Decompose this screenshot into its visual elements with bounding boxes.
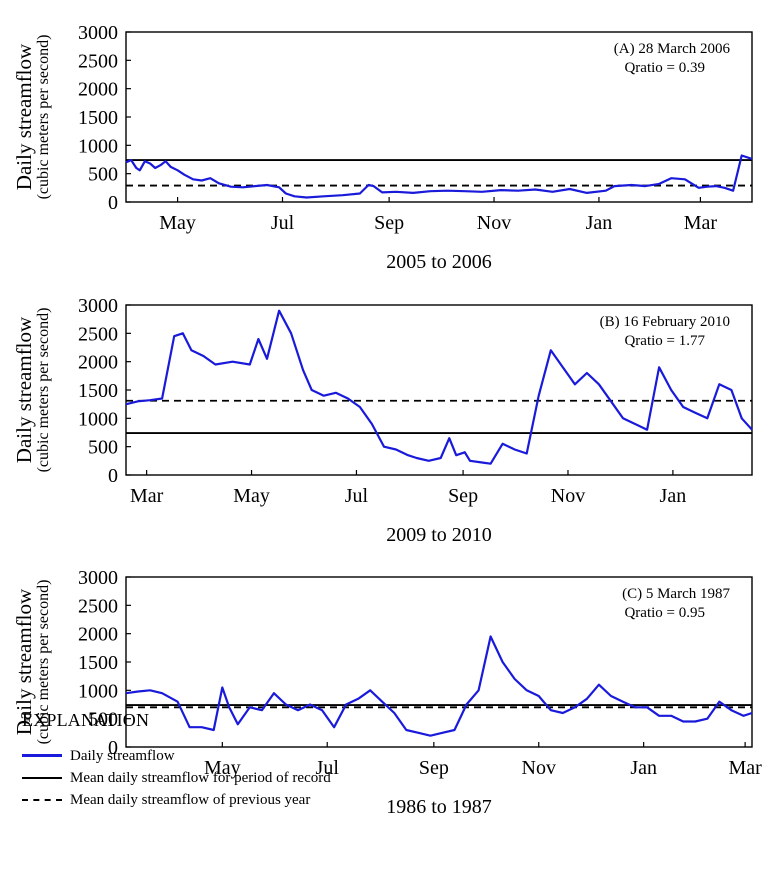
y-tick-label: 2500 bbox=[78, 595, 118, 617]
legend-item-daily-streamflow: Daily streamflow bbox=[22, 745, 442, 767]
x-tick-label: Jul bbox=[271, 212, 295, 234]
y-tick-label: 500 bbox=[88, 164, 118, 186]
x-tick-label: May bbox=[233, 485, 270, 507]
y-tick-label: 0 bbox=[108, 465, 118, 487]
y-tick-label: 1500 bbox=[78, 652, 118, 674]
y-tick-label: 1000 bbox=[78, 135, 118, 157]
y-tick-label: 3000 bbox=[78, 295, 118, 317]
legend-label-mean-period: Mean daily streamflow for period of reco… bbox=[70, 769, 331, 786]
panel-annotation-qratio: Qratio = 0.39 bbox=[624, 60, 705, 76]
panel-annotation-qratio: Qratio = 0.95 bbox=[624, 605, 705, 621]
y-tick-label: 1500 bbox=[78, 380, 118, 402]
legend-swatch-mean-period bbox=[22, 773, 62, 783]
panel-annotation-date: (A) 28 March 2006 bbox=[614, 41, 731, 57]
y-axis-sublabel: (cubic meters per second) bbox=[35, 35, 52, 200]
y-tick-label: 1500 bbox=[78, 107, 118, 129]
y-tick-label: 2500 bbox=[78, 323, 118, 345]
x-tick-label: May bbox=[159, 212, 196, 234]
daily-streamflow-series bbox=[125, 154, 753, 199]
y-tick-label: 0 bbox=[108, 737, 118, 759]
x-tick-label: Mar bbox=[684, 212, 718, 234]
x-tick-label: Jan bbox=[660, 485, 687, 507]
x-tick-label: Jan bbox=[630, 757, 657, 779]
legend-label-daily-streamflow: Daily streamflow bbox=[70, 747, 175, 764]
y-tick-label: 2000 bbox=[78, 79, 118, 101]
x-tick-label: Sep bbox=[419, 757, 449, 779]
legend-item-mean-period: Mean daily streamflow for period of reco… bbox=[22, 767, 442, 789]
x-axis-period-label: 1986 to 1987 bbox=[386, 796, 492, 818]
daily-streamflow-series bbox=[125, 309, 753, 465]
x-tick-label: Jan bbox=[586, 212, 613, 234]
x-tick-label: Nov bbox=[551, 485, 585, 507]
y-axis-label: Daily streamflow bbox=[12, 43, 36, 190]
panel-annotation-date: (C) 5 March 1987 bbox=[622, 586, 730, 602]
y-tick-label: 3000 bbox=[78, 22, 118, 44]
x-tick-label: Mar bbox=[728, 757, 762, 779]
x-axis-period-label: 2005 to 2006 bbox=[386, 251, 492, 273]
daily-streamflow-series bbox=[125, 635, 753, 737]
y-tick-label: 500 bbox=[88, 437, 118, 459]
x-tick-label: Sep bbox=[448, 485, 478, 507]
y-axis-sublabel: (cubic meters per second) bbox=[35, 308, 52, 473]
y-tick-label: 2000 bbox=[78, 352, 118, 374]
chart-panel-b: 0 500 1000 1500 2000 2500 3000 Mar May Jul Sep Nov J… bbox=[12, 295, 753, 546]
y-tick-label: 500 bbox=[88, 709, 118, 731]
y-tick-label: 1000 bbox=[78, 408, 118, 430]
legend-label-mean-previous-year: Mean daily streamflow of previous year bbox=[70, 791, 311, 808]
y-axis-sublabel: (cubic meters per second) bbox=[35, 580, 52, 745]
x-tick-label: Mar bbox=[130, 485, 164, 507]
y-tick-label: 3000 bbox=[78, 567, 118, 589]
x-tick-label: Jul bbox=[316, 757, 340, 779]
plot-frame bbox=[125, 304, 753, 476]
x-tick-label: Nov bbox=[522, 757, 556, 779]
x-tick-label: May bbox=[204, 757, 241, 779]
chart-panel-a: 0 500 1000 1500 2000 2500 3000 May Jul Sep Nov Jan M… bbox=[12, 22, 753, 273]
legend-item-mean-previous-year: Mean daily streamflow of previous year bbox=[22, 789, 442, 811]
y-axis-label: Daily streamflow bbox=[12, 588, 36, 735]
y-axis-label: Daily streamflow bbox=[12, 316, 36, 463]
panel-annotation-date: (B) 16 February 2010 bbox=[600, 314, 730, 330]
explanation-legend: EXPLANATION Daily streamflow Mean daily … bbox=[22, 710, 442, 811]
x-axis-period-label: 2009 to 2010 bbox=[386, 524, 492, 546]
x-tick-label: Sep bbox=[374, 212, 404, 234]
y-tick-label: 2000 bbox=[78, 624, 118, 646]
y-tick-label: 0 bbox=[108, 192, 118, 214]
explanation-title: EXPLANATION bbox=[22, 710, 150, 730]
panel-annotation-qratio: Qratio = 1.77 bbox=[624, 333, 705, 349]
chart-panel-c: 0 500 1000 1500 2000 2500 3000 May Jul Sep Nov Jan M… bbox=[12, 567, 762, 818]
legend-swatch-mean-previous-year bbox=[22, 795, 62, 805]
y-tick-label: 2500 bbox=[78, 50, 118, 72]
x-tick-label: Nov bbox=[477, 212, 511, 234]
x-tick-label: Jul bbox=[345, 485, 369, 507]
y-tick-label: 1000 bbox=[78, 680, 118, 702]
legend-swatch-daily-streamflow bbox=[22, 751, 62, 761]
plot-frame bbox=[125, 31, 753, 203]
